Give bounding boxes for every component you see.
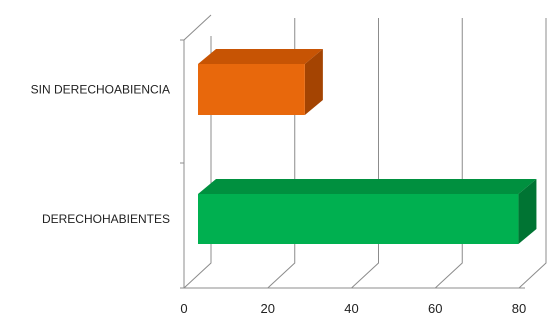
category-label: SIN DERECHOABIENCIA: [31, 83, 170, 97]
tick-label-40: 40: [344, 301, 358, 316]
tick-label-0: 0: [180, 301, 187, 316]
gridline-40: [351, 18, 379, 289]
tick-label-60: 60: [428, 301, 442, 316]
tick-label-80: 80: [512, 301, 526, 316]
bar-front: [198, 64, 305, 115]
axes: [180, 14, 525, 289]
bar-front: [198, 194, 519, 244]
gridline-60: [434, 18, 463, 289]
bar-top: [198, 179, 537, 194]
bar-top: [198, 49, 323, 64]
bars: [198, 49, 537, 244]
category-label: DERECHOHABIENTES: [42, 212, 170, 226]
bar-sin-derechoabiencia: [198, 49, 323, 115]
gridline-80: [518, 18, 547, 289]
left-wall: [183, 14, 212, 288]
tick-label-20: 20: [261, 301, 275, 316]
labels: 0 20 40 60 80 SIN DERECHOABIENCIA DERECHOHABIE…: [31, 83, 527, 317]
bar-derechohabientes: [198, 179, 537, 244]
bar-side: [518, 179, 537, 244]
bar-side: [304, 49, 323, 115]
